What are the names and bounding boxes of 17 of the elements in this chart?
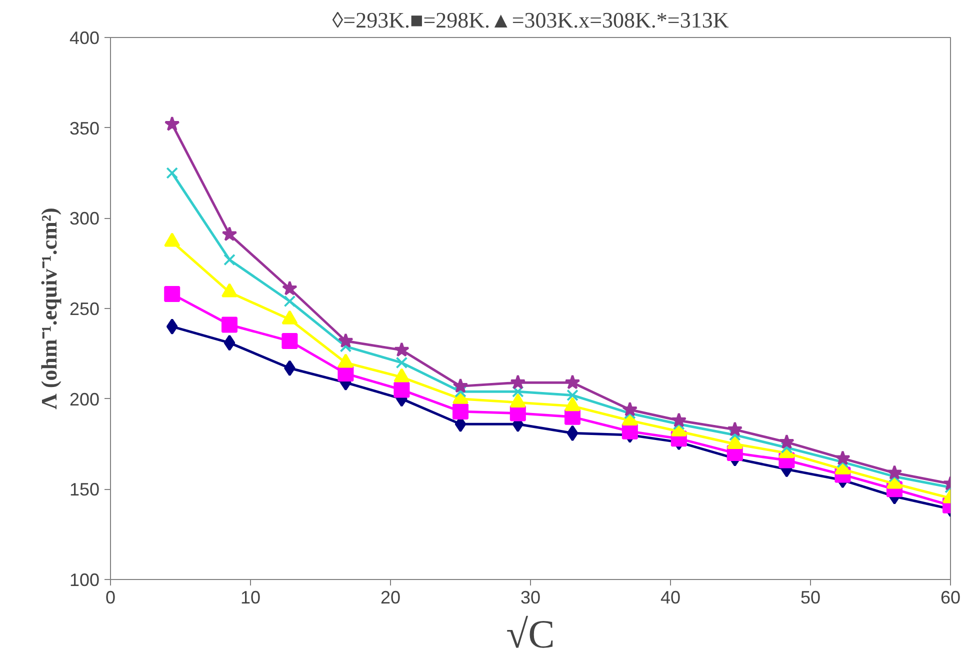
x-tick-label: 50 bbox=[800, 588, 821, 608]
x-axis-title: √C bbox=[506, 612, 555, 656]
x-tick-label: 10 bbox=[240, 588, 261, 608]
x-tick-label: 60 bbox=[940, 588, 961, 608]
y-tick-label: 200 bbox=[69, 389, 100, 410]
x-tick-label: 30 bbox=[520, 588, 541, 608]
chart-title: ◊=293K.■=298K.▲=303K.x=308K.*=313K bbox=[332, 8, 729, 32]
x-tick-label: 40 bbox=[660, 588, 681, 608]
y-tick-label: 100 bbox=[69, 570, 100, 590]
y-tick-label: 250 bbox=[69, 299, 100, 319]
y-tick-label: 350 bbox=[69, 118, 100, 138]
x-tick-label: 0 bbox=[105, 588, 116, 608]
x-tick-label: 20 bbox=[380, 588, 401, 608]
y-tick-label: 150 bbox=[69, 480, 100, 500]
y-tick-label: 300 bbox=[69, 208, 100, 229]
y-axis-title: Λ (ohm⁻¹.equiv⁻¹.cm²) bbox=[36, 208, 62, 410]
y-tick-label: 400 bbox=[69, 28, 100, 48]
